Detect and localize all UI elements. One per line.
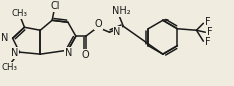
Text: Cl: Cl xyxy=(50,1,60,11)
Text: CH₃: CH₃ xyxy=(11,9,28,18)
Text: N: N xyxy=(11,48,18,58)
Text: N: N xyxy=(65,48,73,58)
Text: F: F xyxy=(205,37,211,47)
Text: N: N xyxy=(113,27,121,37)
Text: CH₃: CH₃ xyxy=(2,63,18,72)
Text: F: F xyxy=(205,17,211,27)
Text: O: O xyxy=(95,19,102,29)
Text: NH₂: NH₂ xyxy=(112,6,131,16)
Text: F: F xyxy=(207,27,213,37)
Text: O: O xyxy=(82,50,90,60)
Text: N: N xyxy=(1,33,9,43)
